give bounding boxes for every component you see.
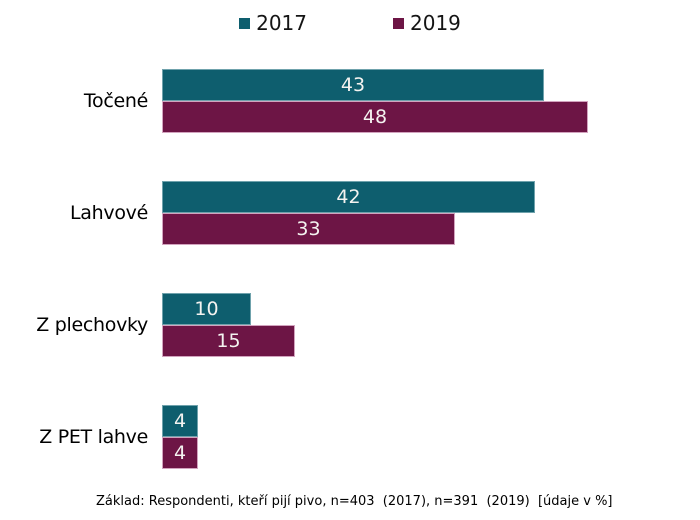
bar-value-label: 43 [340,73,366,96]
category-label: Lahvové [70,202,148,224]
bar-2019: 15 [162,325,295,357]
legend-item-2019: 2019 [393,13,461,33]
bar-value-label: 10 [194,297,219,320]
bar-value-label: 48 [362,105,388,128]
chart-row: Z PET lahve 4 4 [0,383,700,495]
bar-2017: 42 [162,181,535,213]
bar-group: 43 48 [162,69,588,133]
category-label: Točené [83,90,148,112]
bar-group: 42 33 [162,181,535,245]
legend-item-2017: 2017 [239,13,307,33]
footer-note: Základ: Respondenti, kteří pijí pivo, n=… [96,494,613,509]
legend-swatch-icon [239,17,251,29]
bar-value-label: 33 [296,217,321,240]
bar-2017: 4 [162,405,198,437]
category-label: Z plechovky [36,314,148,336]
bar-2017: 10 [162,293,251,325]
bar-group: 10 15 [162,293,295,357]
bar-value-label: 4 [173,409,187,432]
bar-chart: Točené 43 48 Lahvové 42 33 Z plechovky 10 15 Z PE… [0,47,700,495]
bar-2017: 43 [162,69,544,101]
chart-row: Z plechovky 10 15 [0,271,700,383]
chart-legend: 2017 2019 [0,13,700,33]
legend-swatch-icon [393,17,404,29]
chart-row: Lahvové 42 33 [0,159,700,271]
bar-2019: 33 [162,213,455,245]
bar-value-label: 42 [336,185,361,208]
category-label: Z PET lahve [39,426,148,448]
legend-label: 2017 [256,11,307,35]
bar-value-label: 15 [216,329,241,352]
bar-2019: 4 [162,437,198,469]
bar-2019: 48 [162,101,588,133]
bar-value-label: 4 [173,441,187,464]
legend-label: 2019 [410,11,461,35]
chart-row: Točené 43 48 [0,47,700,159]
